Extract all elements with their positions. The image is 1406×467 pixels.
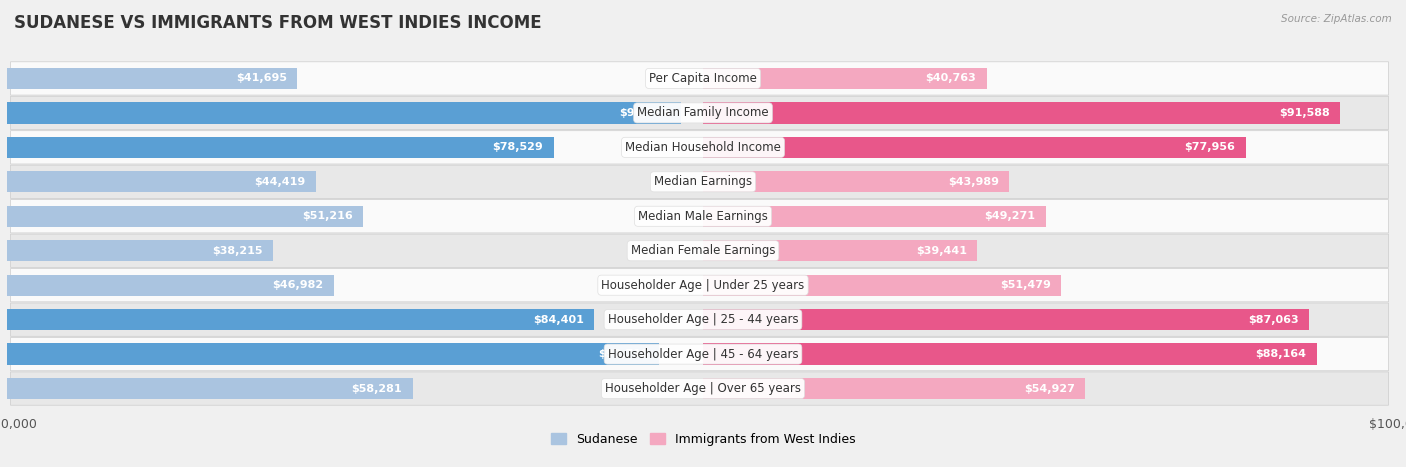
Text: Householder Age | 45 - 64 years: Householder Age | 45 - 64 years (607, 347, 799, 361)
Bar (703, 137, 1246, 158)
Text: $84,401: $84,401 (533, 315, 583, 325)
Text: Householder Age | 25 - 44 years: Householder Age | 25 - 44 years (607, 313, 799, 326)
Text: $43,989: $43,989 (948, 177, 998, 187)
Bar (7, 343, 659, 365)
Text: $58,281: $58,281 (352, 383, 402, 394)
Bar (703, 102, 1340, 124)
FancyBboxPatch shape (10, 199, 1389, 233)
FancyBboxPatch shape (10, 234, 1389, 268)
Text: Median Household Income: Median Household Income (626, 141, 780, 154)
Text: $93,718: $93,718 (598, 349, 648, 359)
Text: $91,588: $91,588 (1279, 108, 1330, 118)
Text: Median Family Income: Median Family Income (637, 106, 769, 120)
Text: $88,164: $88,164 (1256, 349, 1306, 359)
Text: Median Earnings: Median Earnings (654, 175, 752, 188)
Text: $41,695: $41,695 (236, 73, 287, 84)
Bar (703, 68, 987, 89)
Text: Householder Age | Under 25 years: Householder Age | Under 25 years (602, 279, 804, 292)
Bar (703, 343, 1316, 365)
Bar (703, 171, 1010, 192)
Bar (703, 240, 977, 262)
Text: $51,216: $51,216 (302, 211, 353, 221)
Text: $44,419: $44,419 (254, 177, 305, 187)
Text: Median Female Earnings: Median Female Earnings (631, 244, 775, 257)
Text: $38,215: $38,215 (212, 246, 263, 256)
Bar (7, 378, 412, 399)
Text: $40,763: $40,763 (925, 73, 976, 84)
Bar (703, 275, 1062, 296)
Bar (7, 68, 297, 89)
Legend: Sudanese, Immigrants from West Indies: Sudanese, Immigrants from West Indies (546, 428, 860, 451)
Bar (703, 378, 1085, 399)
FancyBboxPatch shape (10, 131, 1389, 164)
Text: $87,063: $87,063 (1249, 315, 1299, 325)
FancyBboxPatch shape (10, 372, 1389, 405)
Bar (7, 240, 273, 262)
Bar (7, 137, 554, 158)
FancyBboxPatch shape (10, 303, 1389, 336)
Bar (7, 309, 595, 330)
FancyBboxPatch shape (10, 165, 1389, 198)
FancyBboxPatch shape (10, 62, 1389, 95)
Text: $49,271: $49,271 (984, 211, 1035, 221)
Text: $78,529: $78,529 (492, 142, 543, 152)
Text: $46,982: $46,982 (273, 280, 323, 290)
FancyBboxPatch shape (10, 269, 1389, 302)
Text: Median Male Earnings: Median Male Earnings (638, 210, 768, 223)
Text: Per Capita Income: Per Capita Income (650, 72, 756, 85)
FancyBboxPatch shape (10, 338, 1389, 371)
Text: $51,479: $51,479 (1000, 280, 1050, 290)
Bar (703, 309, 1309, 330)
Text: Householder Age | Over 65 years: Householder Age | Over 65 years (605, 382, 801, 395)
Text: SUDANESE VS IMMIGRANTS FROM WEST INDIES INCOME: SUDANESE VS IMMIGRANTS FROM WEST INDIES … (14, 14, 541, 32)
Text: $77,956: $77,956 (1184, 142, 1234, 152)
Text: $96,783: $96,783 (619, 108, 671, 118)
Bar (7, 275, 335, 296)
Bar (7, 102, 681, 124)
Bar (7, 171, 316, 192)
Bar (7, 205, 364, 227)
Text: $39,441: $39,441 (917, 246, 967, 256)
Text: Source: ZipAtlas.com: Source: ZipAtlas.com (1281, 14, 1392, 24)
FancyBboxPatch shape (10, 96, 1389, 129)
Text: $54,927: $54,927 (1024, 383, 1074, 394)
Bar (703, 205, 1046, 227)
